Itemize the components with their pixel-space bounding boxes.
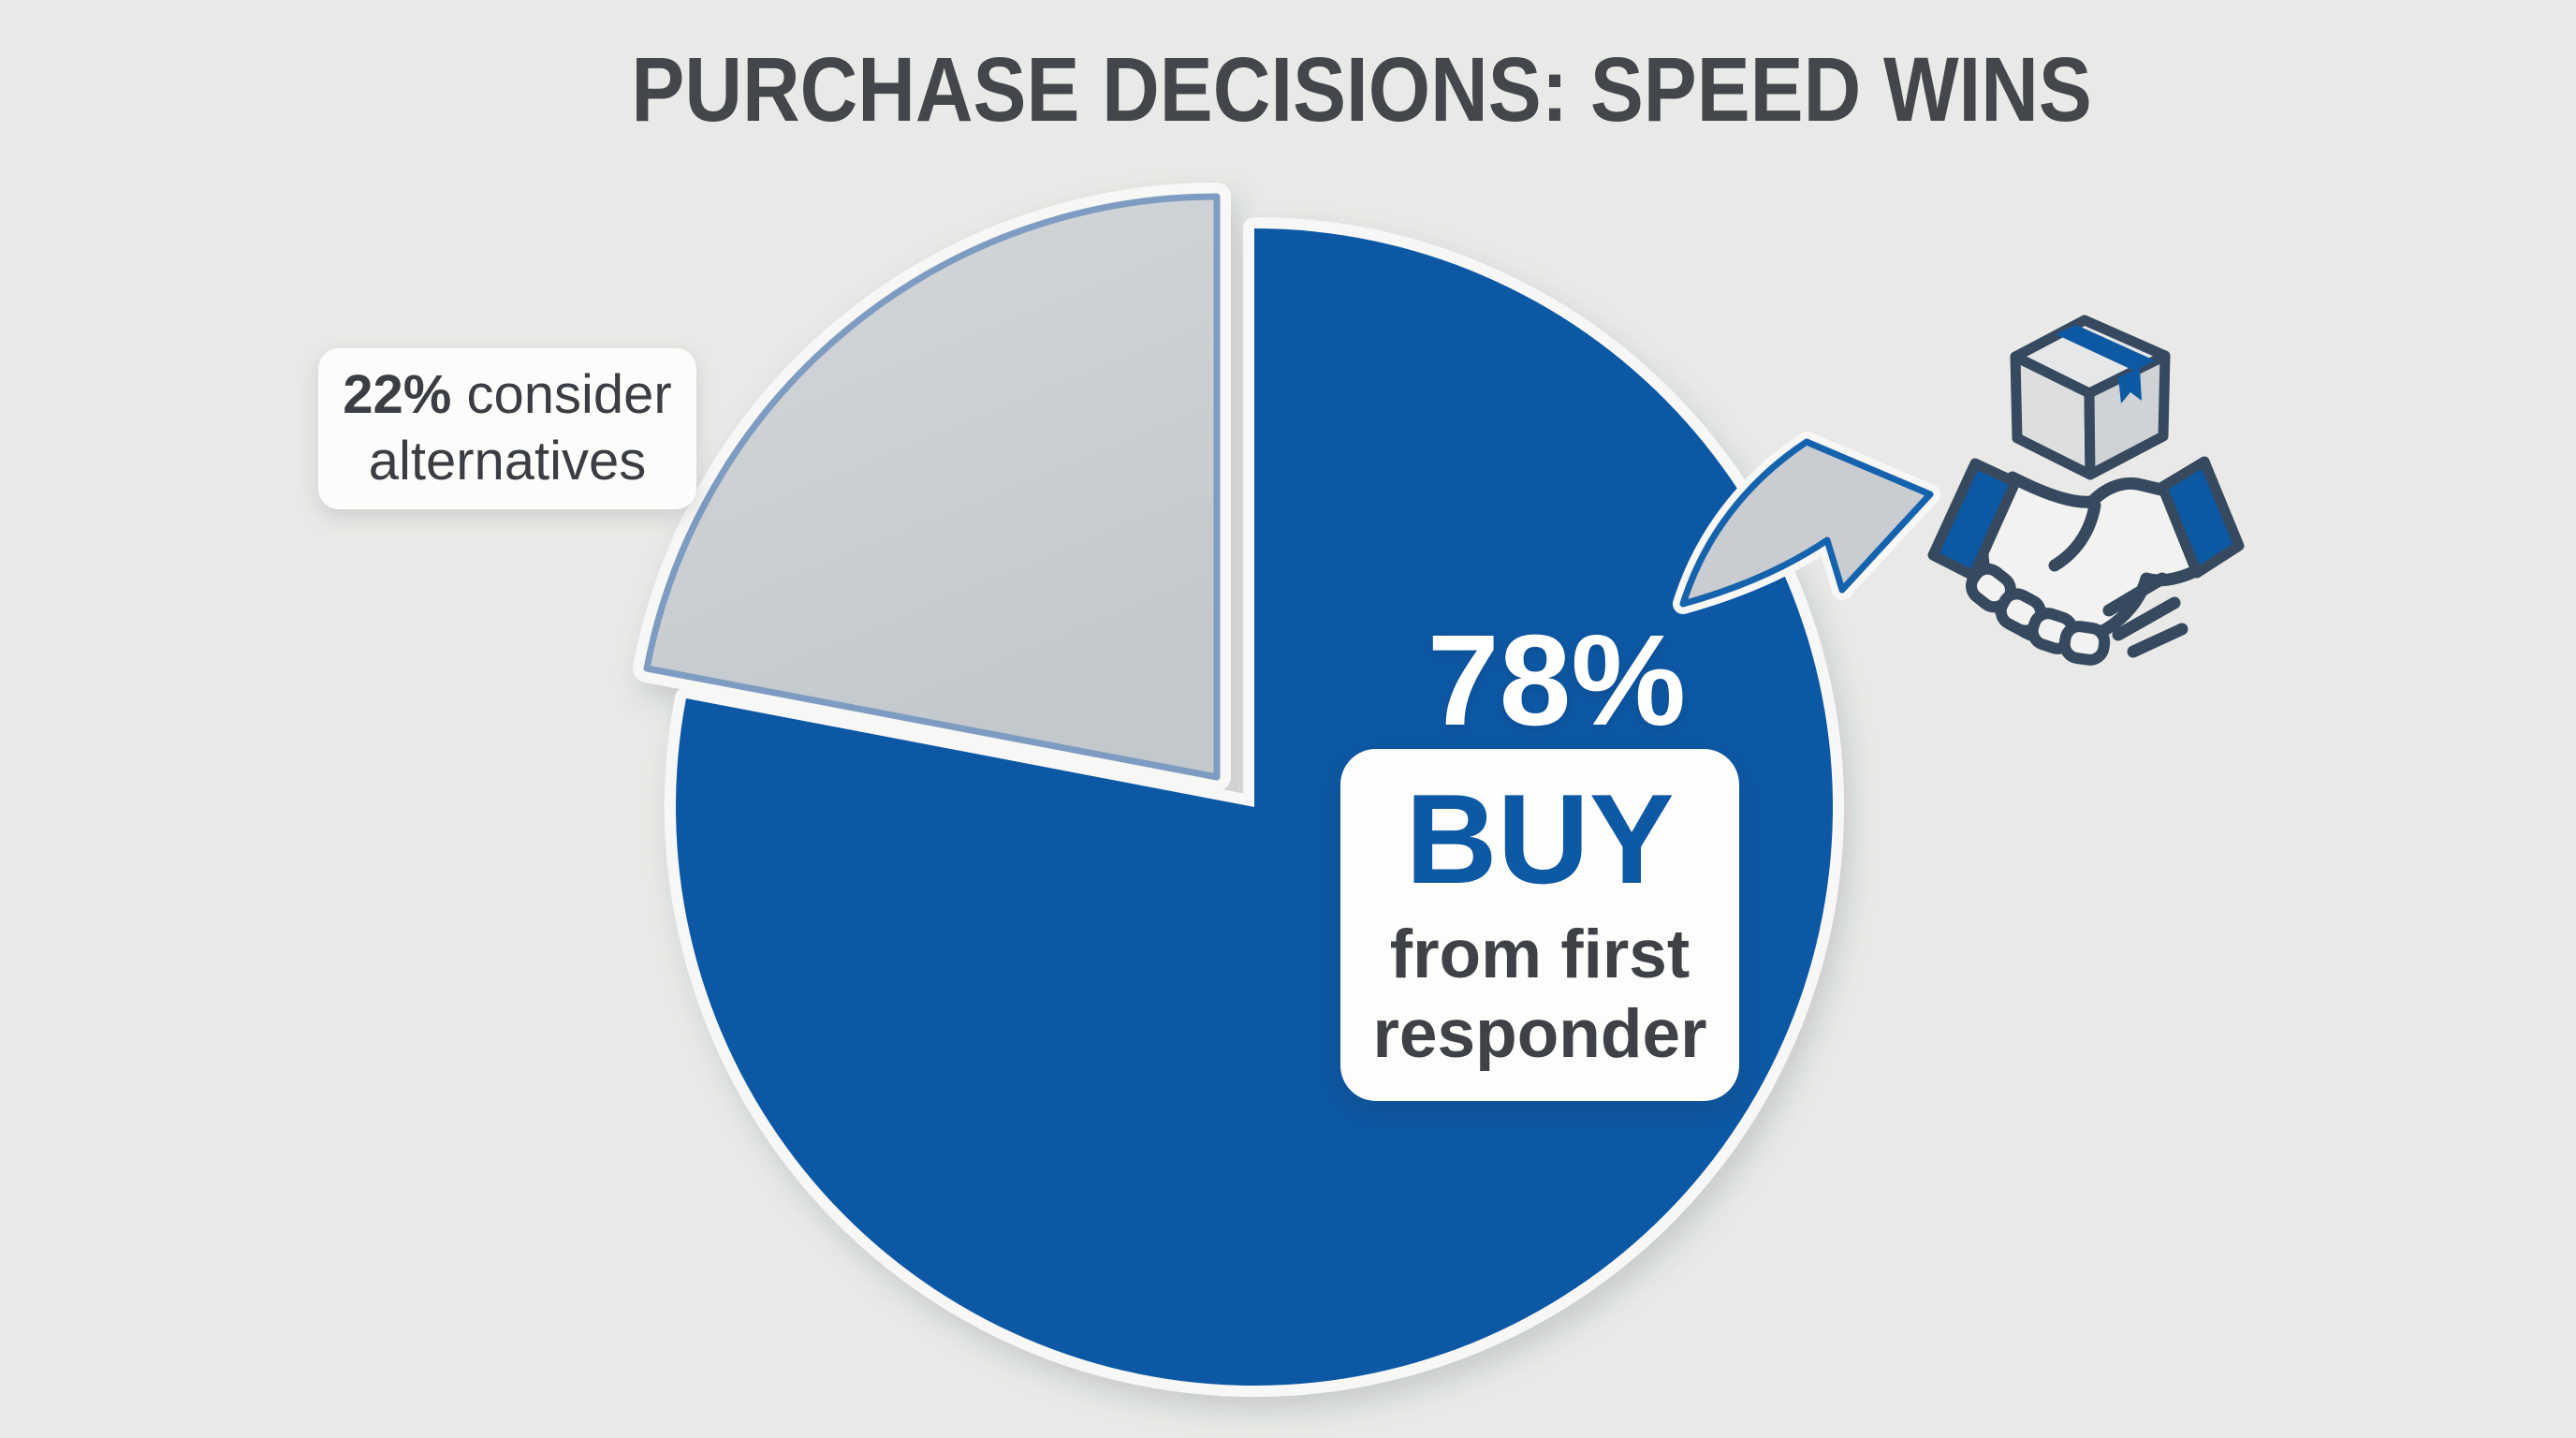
alternatives-rest: consider (451, 364, 672, 426)
alternatives-callout: 22% consider alternatives (318, 348, 696, 509)
buy-word: BUY (1405, 768, 1675, 911)
left-sleeve (1927, 458, 2021, 581)
buy-callout: BUY from first responder (1340, 749, 1739, 1101)
pie-slice-minority (643, 193, 1221, 781)
curved-arrow-icon (1673, 432, 1940, 614)
alternatives-line1: 22% consider (343, 362, 671, 429)
majority-percentage: 78% (1427, 609, 1687, 753)
handshake-icon (1927, 456, 2245, 666)
right-sleeve (2157, 456, 2245, 579)
buy-sub-line1: from first (1389, 917, 1690, 993)
buy-sub-line2: responder (1372, 996, 1707, 1072)
package-box-icon (2010, 315, 2171, 480)
alternatives-line2: alternatives (368, 431, 647, 492)
alternatives-pct: 22% (343, 364, 452, 426)
page-title: PURCHASE DECISIONS: SPEED WINS (631, 38, 2092, 140)
